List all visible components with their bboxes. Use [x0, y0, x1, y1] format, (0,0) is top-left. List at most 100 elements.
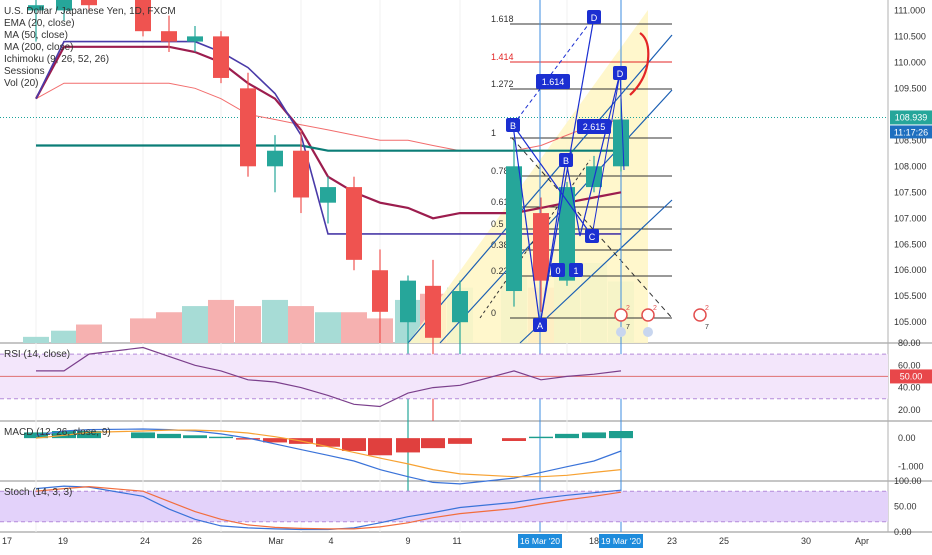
ma-line-3: [35, 40, 621, 235]
pattern-leg: [539, 16, 595, 326]
fib-level-label: 0.382: [491, 240, 514, 250]
main-y-tick: 105.000: [894, 317, 927, 327]
volume-bar: [23, 336, 49, 343]
macd-histogram-bar: [529, 436, 553, 439]
macd-histogram-bar: [448, 438, 472, 444]
point-c1: [585, 229, 599, 243]
pattern-ratio-line: [512, 16, 595, 126]
volume-bar: [182, 306, 208, 343]
fib-level-label: 1.414: [491, 52, 514, 62]
volume-bar: [262, 299, 288, 343]
macd-histogram-bar: [396, 438, 420, 453]
event-marker-count-3: 2: [705, 305, 709, 312]
main-y-tick: 107.000: [894, 213, 927, 223]
ema-label: EMA (20, close): [4, 18, 75, 29]
macd-histogram-bar: [236, 438, 260, 440]
candle-body: [400, 280, 416, 323]
volume-bar: [315, 312, 341, 343]
macd-histogram-bar: [421, 438, 445, 449]
point-b2: [559, 153, 573, 167]
red-annotation: [629, 32, 650, 96]
event-marker-count-1: 2: [626, 305, 630, 312]
point-d2-text: D: [617, 69, 624, 79]
candles: [28, 0, 629, 520]
fib-level-label: 0.786: [491, 166, 514, 176]
x-tick: 18: [589, 536, 599, 546]
macd-line-1: [35, 429, 622, 478]
x-tick: 11: [452, 536, 461, 546]
current-price-text: 108.939: [895, 112, 928, 122]
macd-histogram-bar: [502, 438, 526, 441]
projection-dashed: [511, 137, 673, 319]
rsi-legend: RSI (14, close): [4, 349, 71, 360]
point-small-b-text: 1: [573, 266, 578, 276]
rsi-value-tag: [890, 369, 932, 384]
main-y-tick: 109.500: [894, 83, 927, 93]
rsi-y-tick: 20.00: [898, 405, 921, 415]
event-marker: [614, 308, 628, 322]
macd-histogram-bar: [609, 431, 633, 439]
fib-level-label: 1.272: [491, 79, 514, 89]
volume-bar: [156, 312, 182, 343]
ma200-label: MA (200, close): [4, 42, 74, 53]
point-small-a: [551, 263, 565, 277]
timer-tag: [890, 125, 932, 139]
macd-histogram-bar: [555, 433, 579, 439]
main-y-tick: 107.500: [894, 187, 927, 197]
fib-level-label: 1.618: [491, 14, 514, 24]
x-tick: Apr: [855, 536, 869, 546]
main-y-tick: 108.000: [894, 161, 927, 171]
flag-marker: [616, 327, 626, 337]
point-small-b: [569, 263, 583, 277]
macd-histogram-bar: [209, 436, 233, 439]
point-a-text: A: [537, 321, 543, 331]
main-y-tick: 106.500: [894, 239, 927, 249]
current-price-tag: [890, 110, 932, 125]
candle-body: [452, 291, 468, 323]
main-y-tick: 106.000: [894, 265, 927, 275]
main-y-tick: 105.500: [894, 291, 927, 301]
ratio-box-1-text: 1.614: [542, 77, 565, 87]
stoch-panel: [0, 485, 888, 531]
rsi-y-tick: 60.00: [898, 360, 921, 370]
rsi-line: [36, 346, 622, 408]
volume-bar: [341, 312, 367, 343]
event-marker: [641, 308, 655, 322]
candle-body: [533, 213, 549, 281]
fib-level-label: 0: [491, 308, 496, 318]
point-d1: [587, 10, 601, 24]
date-tag-a-text: 16 Mar '20: [520, 536, 560, 546]
volume-bar: [76, 324, 102, 343]
ma-line-0: [35, 82, 622, 152]
candle-body: [372, 270, 388, 312]
ratio-box-1: [536, 74, 570, 89]
volume-bar: [288, 306, 314, 343]
candle-body: [240, 88, 256, 167]
macd-histogram-bar: [131, 432, 155, 439]
macd-histogram-bar: [316, 438, 340, 447]
channel-mid: [439, 89, 673, 344]
volume-label: Vol (20): [4, 78, 39, 89]
point-b2-text: B: [563, 156, 569, 166]
stoch-band: [0, 491, 888, 522]
timer-text: 11:17:26: [894, 127, 928, 137]
point-a: [533, 318, 547, 332]
candle-body: [28, 5, 44, 11]
candle-body: [320, 187, 336, 203]
flag-marker: [643, 327, 653, 337]
sessions-label: Sessions: [4, 66, 45, 77]
rsi-y-tick: 80.00: [898, 338, 921, 348]
pattern-leg: [539, 72, 621, 326]
volume-bar: [208, 299, 234, 343]
ichimoku-label: Ichimoku (9, 26, 52, 26): [4, 54, 110, 65]
main-y-tick: 110.000: [894, 57, 926, 67]
stoch-line-0: [35, 485, 622, 531]
point-b1-text: B: [510, 121, 516, 131]
ratio-box-2-text: 2.615: [583, 122, 606, 132]
macd-y-tick: -1.000: [898, 462, 924, 472]
stoch-y-tick: 50.00: [894, 502, 917, 512]
candle-body: [425, 285, 441, 338]
macd-histogram-bar: [368, 438, 392, 456]
